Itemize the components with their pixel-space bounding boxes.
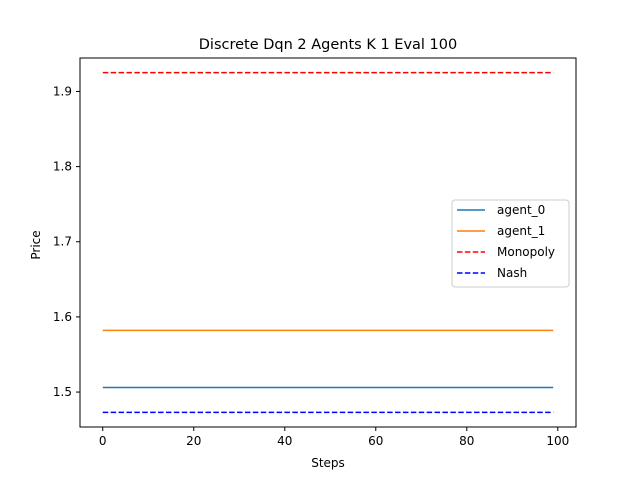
plot-frame: [79, 57, 577, 428]
chart-title: Discrete Dqn 2 Agents K 1 Eval 100: [199, 37, 457, 53]
y-axis: 1.5 1.6 1.7 1.8 1.9: [53, 84, 80, 399]
legend-label-agent-0: agent_0: [497, 203, 545, 217]
x-tick-label: 0: [99, 434, 107, 448]
x-tick-label: 20: [186, 434, 201, 448]
y-tick-label: 1.5: [53, 385, 72, 399]
x-tick-label: 60: [368, 434, 383, 448]
plot-area: [102, 71, 554, 414]
y-tick-label: 1.8: [53, 160, 72, 174]
legend-box: [451, 199, 570, 288]
legend: agent_0 agent_1 Monopoly Nash: [451, 199, 570, 288]
y-tick-label: 1.6: [53, 310, 72, 324]
legend-label-nash: Nash: [497, 266, 527, 280]
x-axis-title: Steps: [311, 456, 345, 470]
x-axis: 0 20 40 60 80 100: [99, 427, 569, 448]
y-tick-label: 1.9: [53, 84, 72, 98]
y-tick-label: 1.7: [53, 235, 72, 249]
x-tick-label: 100: [546, 434, 569, 448]
legend-label-agent-1: agent_1: [497, 224, 545, 238]
x-tick-label: 40: [277, 434, 292, 448]
y-axis-title: Price: [29, 230, 43, 259]
legend-label-monopoly: Monopoly: [497, 245, 555, 259]
x-tick-label: 80: [459, 434, 474, 448]
